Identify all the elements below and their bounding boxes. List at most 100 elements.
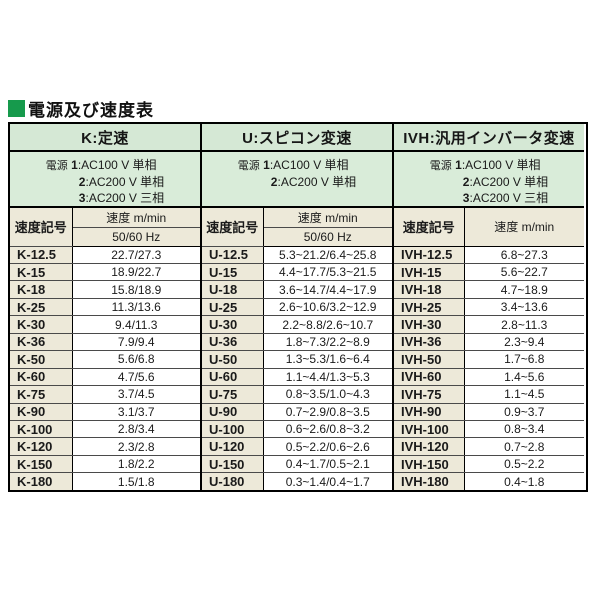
speed-table-body: 速度記号 速度 m/min IVH-12.5 6.8~27.3 IVH-15 5.6~22… bbox=[394, 208, 584, 490]
speed-value-cell: 1.8~7.3/2.2~8.9 bbox=[263, 333, 392, 352]
speed-value-cell: 1.8/2.2 bbox=[72, 455, 200, 474]
speed-value-cell: 0.4~1.7/0.5~2.1 bbox=[263, 455, 392, 474]
speed-code-cell: K-18 bbox=[10, 280, 73, 299]
speed-value-cell: 4.4~17.7/5.3~21.5 bbox=[263, 263, 392, 282]
table-row: U-12.5 5.3~21.2/6.4~25.8 bbox=[202, 246, 392, 264]
speed-code-cell: K-60 bbox=[10, 368, 73, 387]
table-row: U-150 0.4~1.7/0.5~2.1 bbox=[202, 455, 392, 474]
speed-code-cell: K-150 bbox=[10, 455, 73, 474]
speed-code-cell: K-180 bbox=[10, 472, 73, 490]
power-line: 3:AC200 V 三相 bbox=[430, 190, 548, 206]
section-0: K:定速 電源 1:AC100 V 単相 2:AC200 V 単相 3:AC200 V… bbox=[10, 124, 200, 490]
speed-code-cell: K-15 bbox=[10, 263, 73, 282]
section-title: U:スピコン変速 bbox=[202, 124, 392, 152]
speed-code-cell: K-120 bbox=[10, 437, 73, 456]
speed-value-cell: 0.7~2.9/0.8~3.5 bbox=[263, 403, 392, 422]
table-row: U-100 0.6~2.6/0.8~3.2 bbox=[202, 420, 392, 439]
table-row: IVH-12.5 6.8~27.3 bbox=[394, 246, 584, 264]
column-header-hz: 50/60 Hz bbox=[263, 226, 392, 247]
speed-value-cell: 11.3/13.6 bbox=[72, 298, 200, 317]
speed-value-cell: 2.6~10.6/3.2~12.9 bbox=[263, 298, 392, 317]
speed-value-cell: 15.8/18.9 bbox=[72, 280, 200, 299]
speed-code-cell: IVH-25 bbox=[394, 298, 465, 317]
speed-value-cell: 1.1~4.4/1.3~5.3 bbox=[263, 368, 392, 387]
column-header-speed: 速度 m/min bbox=[72, 208, 200, 228]
section-1: U:スピコン変速 電源 1:AC100 V 単相 2:AC200 V 単相 速度記号速… bbox=[200, 124, 392, 490]
section-2: IVH:汎用インバータ変速 電源 1:AC100 V 単相 2:AC200 V 単相… bbox=[392, 124, 584, 490]
speed-value-cell: 1.4~5.6 bbox=[464, 368, 584, 387]
column-header-code: 速度記号 bbox=[394, 208, 465, 247]
speed-value-cell: 2.8~11.3 bbox=[464, 315, 584, 334]
table-row: U-18 3.6~14.7/4.4~17.9 bbox=[202, 280, 392, 299]
speed-code-cell: IVH-12.5 bbox=[394, 246, 465, 264]
table-row: IVH-15 5.6~22.7 bbox=[394, 263, 584, 282]
speed-value-cell: 3.7/4.5 bbox=[72, 385, 200, 404]
table-row: U-120 0.5~2.2/0.6~2.6 bbox=[202, 437, 392, 456]
speed-code-cell: U-90 bbox=[202, 403, 264, 422]
table-row: K-100 2.8/3.4 bbox=[10, 420, 200, 439]
speed-value-cell: 2.3/2.8 bbox=[72, 437, 200, 456]
speed-value-cell: 0.8~3.5/1.0~4.3 bbox=[263, 385, 392, 404]
speed-code-cell: K-75 bbox=[10, 385, 73, 404]
speed-value-cell: 1.7~6.8 bbox=[464, 350, 584, 369]
column-header-speed: 速度 m/min bbox=[464, 208, 584, 247]
speed-code-cell: K-25 bbox=[10, 298, 73, 317]
table-row: U-180 0.3~1.4/0.4~1.7 bbox=[202, 472, 392, 490]
speed-value-cell: 1.1~4.5 bbox=[464, 385, 584, 404]
table-row: K-90 3.1/3.7 bbox=[10, 403, 200, 422]
table-row: IVH-36 2.3~9.4 bbox=[394, 333, 584, 352]
speed-value-cell: 0.9~3.7 bbox=[464, 403, 584, 422]
table-row: K-36 7.9/9.4 bbox=[10, 333, 200, 352]
table-row: K-15 18.9/22.7 bbox=[10, 263, 200, 282]
speed-value-cell: 0.3~1.4/0.4~1.7 bbox=[263, 472, 392, 490]
speed-code-cell: IVH-30 bbox=[394, 315, 465, 334]
speed-code-cell: U-25 bbox=[202, 298, 264, 317]
table-row: K-60 4.7/5.6 bbox=[10, 368, 200, 387]
speed-value-cell: 3.1/3.7 bbox=[72, 403, 200, 422]
power-option-number: 2 bbox=[462, 175, 470, 189]
speed-table-body: 速度記号 速度 m/min 50/60 Hz K-12.5 22.7/27.3 K-15 1… bbox=[10, 208, 200, 490]
speed-code-cell: U-75 bbox=[202, 385, 264, 404]
speed-code-cell: U-12.5 bbox=[202, 246, 264, 264]
speed-code-cell: U-100 bbox=[202, 420, 264, 439]
table-row: IVH-180 0.4~1.8 bbox=[394, 472, 584, 490]
section-title: IVH:汎用インバータ変速 bbox=[394, 124, 584, 152]
table-row: K-12.5 22.7/27.3 bbox=[10, 246, 200, 264]
speed-code-cell: IVH-180 bbox=[394, 472, 465, 490]
speed-value-cell: 0.6~2.6/0.8~3.2 bbox=[263, 420, 392, 439]
power-option-text: :AC200 V 単相 bbox=[277, 175, 357, 189]
table-row: U-60 1.1~4.4/1.3~5.3 bbox=[202, 368, 392, 387]
power-option-text: :AC200 V 三相 bbox=[469, 191, 549, 205]
table-row: IVH-60 1.4~5.6 bbox=[394, 368, 584, 387]
speed-code-cell: U-150 bbox=[202, 455, 264, 474]
power-option-text: :AC200 V 単相 bbox=[85, 175, 165, 189]
power-line: 2:AC200 V 単相 bbox=[238, 174, 356, 190]
table-row: K-30 9.4/11.3 bbox=[10, 315, 200, 334]
speed-code-cell: IVH-90 bbox=[394, 403, 465, 422]
speed-code-cell: K-100 bbox=[10, 420, 73, 439]
speed-value-cell: 5.6/6.8 bbox=[72, 350, 200, 369]
table-row: K-150 1.8/2.2 bbox=[10, 455, 200, 474]
speed-code-cell: U-180 bbox=[202, 472, 264, 490]
power-option-text: :AC100 V 単相 bbox=[269, 158, 349, 172]
power-line: 電源 1:AC100 V 単相 bbox=[238, 157, 356, 174]
power-supply-note: 電源 1:AC100 V 単相 2:AC200 V 単相 3:AC200 V 三相 bbox=[10, 152, 200, 208]
speed-value-cell: 5.3~21.2/6.4~25.8 bbox=[263, 246, 392, 264]
speed-code-cell: U-36 bbox=[202, 333, 264, 352]
speed-code-cell: IVH-50 bbox=[394, 350, 465, 369]
speed-value-cell: 3.6~14.7/4.4~17.9 bbox=[263, 280, 392, 299]
power-line: 2:AC200 V 単相 bbox=[430, 174, 548, 190]
table-row: U-50 1.3~5.3/1.6~6.4 bbox=[202, 350, 392, 369]
power-option-text: :AC200 V 単相 bbox=[469, 175, 549, 189]
table-row: K-50 5.6/6.8 bbox=[10, 350, 200, 369]
speed-code-cell: IVH-18 bbox=[394, 280, 465, 299]
power-line: 電源 1:AC100 V 単相 bbox=[46, 157, 164, 174]
speed-code-cell: IVH-75 bbox=[394, 385, 465, 404]
speed-value-cell: 0.4~1.8 bbox=[464, 472, 584, 490]
speed-value-cell: 0.7~2.8 bbox=[464, 437, 584, 456]
power-option-text: :AC200 V 三相 bbox=[85, 191, 165, 205]
speed-value-cell: 9.4/11.3 bbox=[72, 315, 200, 334]
speed-code-cell: K-90 bbox=[10, 403, 73, 422]
speed-code-cell: U-50 bbox=[202, 350, 264, 369]
table-row: IVH-30 2.8~11.3 bbox=[394, 315, 584, 334]
